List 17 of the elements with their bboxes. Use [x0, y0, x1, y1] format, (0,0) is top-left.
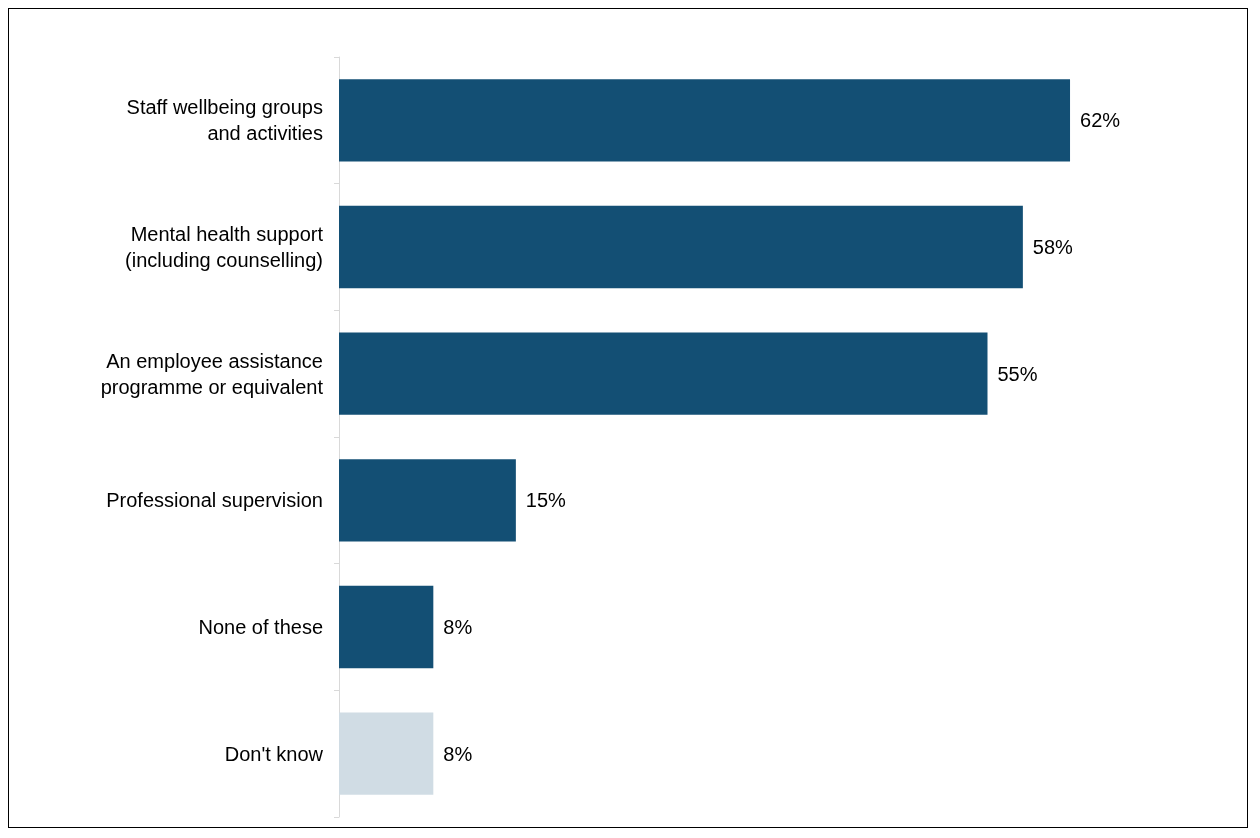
- y-tick-label: Mental health support (including counselling): [125, 223, 324, 271]
- bar: [339, 79, 1071, 162]
- data-label: 8%: [443, 616, 473, 638]
- y-tick-label: Staff wellbeing groups and activities: [126, 96, 323, 145]
- y-tick-label: None of these: [198, 616, 323, 638]
- data-label: 55%: [997, 362, 1038, 385]
- bar: [339, 332, 988, 415]
- data-label: 58%: [1032, 236, 1074, 258]
- bar: [339, 459, 516, 542]
- y-tick-label: Professional supervision: [106, 489, 323, 512]
- y-tick-label: An employee assistance programme or equivalent: [100, 349, 324, 398]
- data-label: 62%: [1080, 109, 1121, 132]
- bar: [339, 585, 434, 669]
- data-label: 8%: [443, 742, 473, 765]
- bar: [339, 205, 1023, 289]
- data-label: 15%: [525, 489, 567, 512]
- y-tick-label: Don't know: [224, 742, 324, 765]
